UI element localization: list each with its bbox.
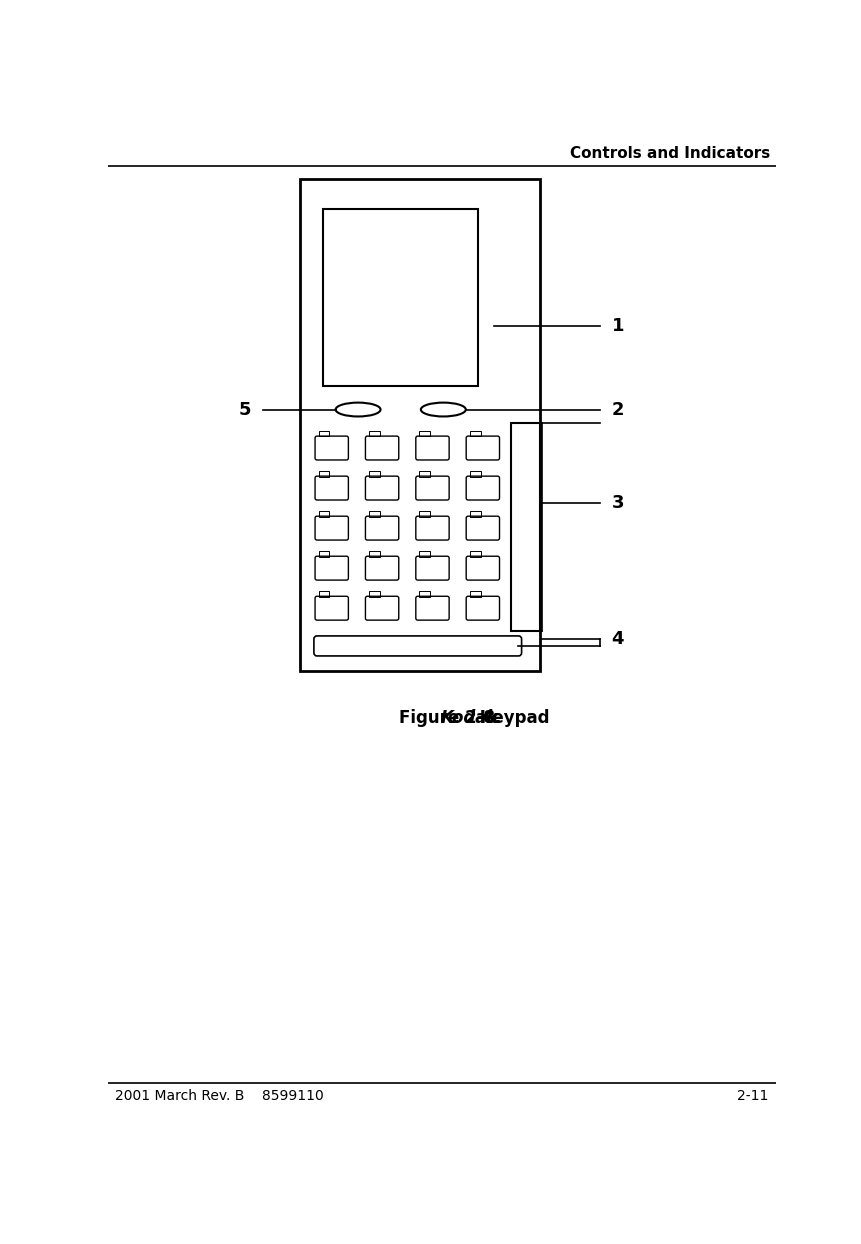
Bar bbox=[319, 591, 329, 597]
Text: Kodak: Kodak bbox=[440, 709, 497, 726]
Text: 2: 2 bbox=[610, 401, 623, 418]
Bar bbox=[319, 551, 329, 556]
Bar bbox=[369, 471, 380, 476]
Bar bbox=[469, 471, 480, 476]
Bar bbox=[369, 432, 380, 437]
Text: Figure 2-8.: Figure 2-8. bbox=[399, 709, 501, 726]
Text: Controls and Indicators: Controls and Indicators bbox=[569, 146, 770, 160]
Bar bbox=[418, 511, 430, 516]
Text: 4: 4 bbox=[610, 629, 623, 648]
Bar bbox=[300, 179, 540, 672]
Bar bbox=[469, 432, 480, 437]
Bar bbox=[369, 511, 380, 516]
Bar bbox=[369, 551, 380, 556]
Text: 3: 3 bbox=[610, 494, 623, 513]
Bar bbox=[319, 471, 329, 476]
Bar bbox=[469, 551, 480, 556]
Bar bbox=[469, 591, 480, 597]
Bar bbox=[469, 511, 480, 516]
Bar bbox=[418, 432, 430, 437]
Text: Keypad: Keypad bbox=[474, 709, 549, 726]
Bar bbox=[418, 471, 430, 476]
Bar bbox=[323, 209, 478, 387]
Bar bbox=[418, 551, 430, 556]
Bar bbox=[511, 423, 540, 631]
Text: 5: 5 bbox=[238, 401, 251, 418]
Bar bbox=[319, 511, 329, 516]
Bar bbox=[418, 591, 430, 597]
Bar bbox=[369, 591, 380, 597]
Text: 1: 1 bbox=[610, 317, 623, 336]
Bar bbox=[319, 432, 329, 437]
Text: 2001 March Rev. B    8599110: 2001 March Rev. B 8599110 bbox=[115, 1090, 324, 1103]
Text: 2-11: 2-11 bbox=[736, 1090, 767, 1103]
